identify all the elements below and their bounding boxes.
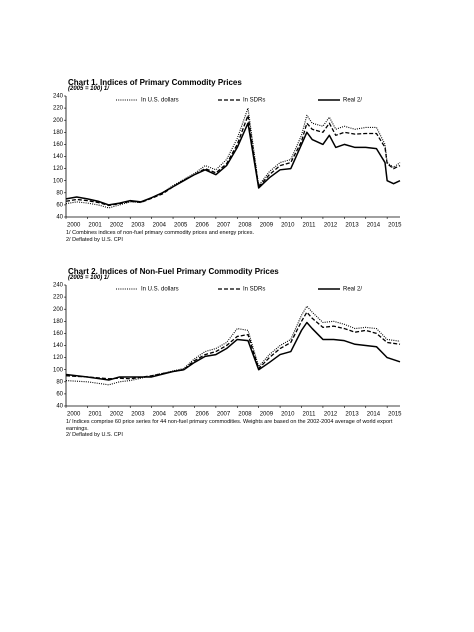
x-tick-label: 2005 [174, 412, 188, 418]
y-tick-label: 140 [53, 154, 64, 160]
x-tick-label: 2009 [260, 412, 274, 418]
y-tick-label: 100 [53, 178, 64, 184]
x-tick-label: 2007 [217, 412, 231, 418]
legend-label: In U.S. dollars [141, 287, 179, 293]
chart-title: Chart 2. Indices of Non-Fuel Primary Com… [68, 267, 279, 276]
x-tick-label: 2010 [281, 223, 295, 229]
x-tick-label: 2009 [260, 223, 274, 229]
x-tick-label: 2002 [110, 412, 124, 418]
y-tick-label: 160 [53, 331, 64, 337]
chart-subtitle: (2005 = 100) 1/ [68, 275, 109, 281]
y-tick-label: 40 [56, 215, 63, 221]
series-line [65, 122, 401, 206]
legend-label: In SDRs [243, 98, 265, 104]
y-tick-label: 60 [56, 202, 63, 208]
footnote: 1/ Indices comprise 60 price series for … [66, 419, 393, 432]
x-tick-label: 2000 [67, 412, 81, 418]
x-tick-label: 2003 [131, 412, 145, 418]
x-tick-label: 2007 [217, 223, 231, 229]
y-tick-label: 120 [53, 355, 64, 361]
x-tick-label: 2008 [238, 412, 252, 418]
y-tick-label: 140 [53, 343, 64, 349]
y-tick-label: 200 [53, 118, 64, 124]
y-tick-label: 160 [53, 142, 64, 148]
series-line [65, 321, 401, 381]
y-tick-label: 60 [56, 391, 63, 397]
x-tick-label: 2006 [195, 412, 209, 418]
footnote: 1/ Combines indices of non-fuel primary … [66, 230, 254, 236]
footnote: 2/ Deflated by U.S. CPI [66, 237, 123, 243]
x-tick-label: 2004 [153, 412, 167, 418]
chart: 40 60 80 100 120 140 160 180 200 220 240 2000 2001 20… [53, 283, 402, 418]
legend-label: Real 2/ [343, 287, 362, 293]
y-tick-label: 80 [56, 190, 63, 196]
x-tick-label: 2008 [238, 223, 252, 229]
y-tick-label: 200 [53, 307, 64, 313]
x-tick-label: 2010 [281, 412, 295, 418]
y-tick-label: 220 [53, 106, 64, 112]
x-tick-label: 2006 [195, 223, 209, 229]
chart-title: Chart 1. Indices of Primary Commodity Pr… [68, 78, 242, 87]
x-tick-label: 2012 [324, 223, 338, 229]
legend-label: Real 2/ [343, 98, 362, 104]
footnote: 2/ Deflated by U.S. CPI [66, 432, 123, 438]
x-tick-label: 2001 [88, 412, 102, 418]
series-line [65, 311, 401, 380]
x-tick-label: 2014 [367, 223, 381, 229]
x-tick-label: 2000 [67, 223, 81, 229]
y-tick-label: 100 [53, 367, 64, 373]
x-tick-label: 2011 [303, 223, 317, 229]
y-tick-label: 180 [53, 319, 64, 325]
x-tick-label: 2015 [388, 223, 402, 229]
y-tick-label: 180 [53, 130, 64, 136]
x-tick-label: 2011 [303, 412, 317, 418]
x-tick-label: 2013 [345, 412, 359, 418]
y-tick-label: 240 [53, 283, 64, 289]
legend-label: In SDRs [243, 287, 265, 293]
x-tick-label: 2004 [153, 223, 167, 229]
y-tick-label: 220 [53, 295, 64, 301]
series-line [65, 305, 401, 386]
x-tick-label: 2001 [88, 223, 102, 229]
y-tick-label: 120 [53, 166, 64, 172]
x-tick-label: 2015 [388, 412, 402, 418]
legend-label: In U.S. dollars [141, 98, 179, 104]
x-tick-label: 2002 [110, 223, 124, 229]
y-tick-label: 240 [53, 94, 64, 100]
x-tick-label: 2003 [131, 223, 145, 229]
x-tick-label: 2013 [345, 223, 359, 229]
chart: 40 60 80 100 120 140 160 180 200 220 240 2000 2001 20… [53, 94, 402, 229]
chart-subtitle: (2005 = 100) 1/ [68, 86, 109, 92]
y-tick-label: 40 [56, 404, 63, 410]
series-line [65, 114, 401, 207]
x-tick-label: 2012 [324, 412, 338, 418]
y-tick-label: 80 [56, 379, 63, 385]
x-tick-label: 2014 [367, 412, 381, 418]
series-line [65, 107, 401, 209]
x-tick-label: 2005 [174, 223, 188, 229]
